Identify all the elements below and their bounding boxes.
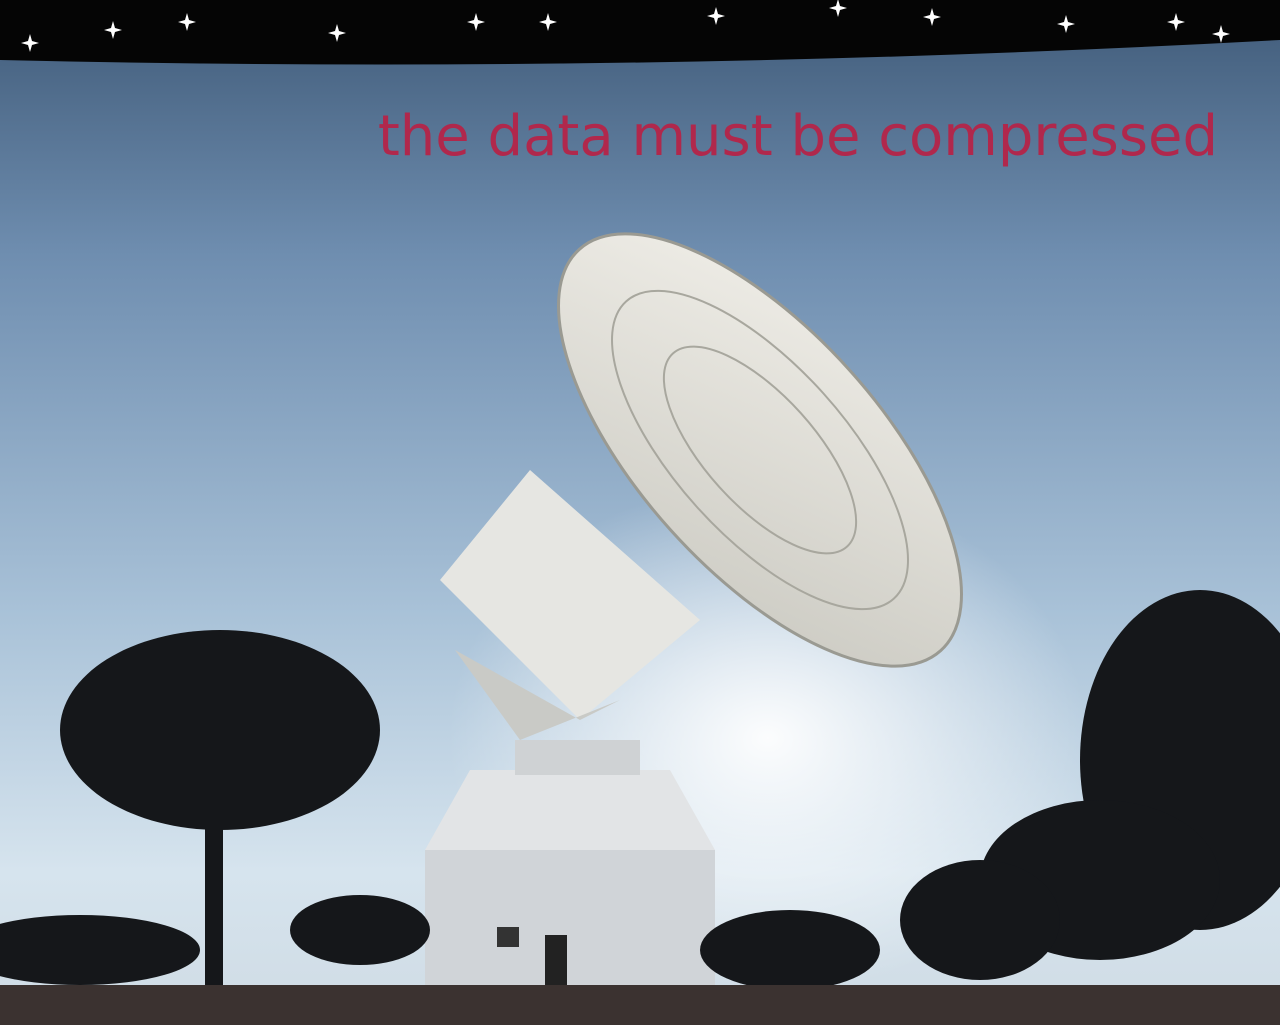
- slide: the data must be compressed: [0, 0, 1280, 1025]
- page: {"caption": "the data must be compressed…: [0, 0, 1280, 1025]
- ground: [0, 985, 1280, 1025]
- caption: the data must be compressed: [378, 104, 1218, 169]
